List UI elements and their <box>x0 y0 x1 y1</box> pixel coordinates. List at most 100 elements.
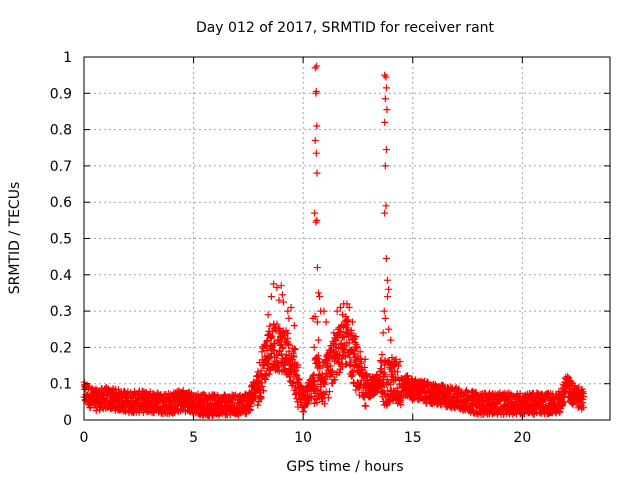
data-point-spike <box>267 293 275 301</box>
data-point <box>290 344 298 352</box>
data-point-spike <box>382 146 390 154</box>
y-tick-label: 0.4 <box>50 268 72 284</box>
data-point <box>381 371 389 379</box>
data-point <box>269 347 277 355</box>
data-point-spike <box>309 314 317 322</box>
data-point-spike <box>382 202 390 210</box>
grid-lines <box>84 57 610 420</box>
data-point <box>516 389 524 397</box>
data-point <box>327 362 335 370</box>
data-point-spike <box>381 314 389 322</box>
data-point <box>279 344 287 352</box>
data-point <box>361 363 369 371</box>
data-point-spike <box>311 64 319 72</box>
data-point-spike <box>315 336 323 344</box>
y-tick-label: 0 <box>63 413 72 429</box>
data-point <box>168 399 176 407</box>
data-point <box>285 341 293 349</box>
data-point-spike <box>380 307 388 315</box>
x-tick-label: 5 <box>189 430 198 446</box>
data-point <box>391 360 399 368</box>
data-point-spike <box>284 307 292 315</box>
data-point-spike <box>275 296 283 304</box>
data-point <box>396 358 404 366</box>
data-point <box>273 320 281 328</box>
data-point-spike <box>313 122 321 130</box>
y-tick-label: 0.7 <box>50 159 72 175</box>
data-points <box>80 62 588 419</box>
data-point <box>321 400 329 408</box>
data-point <box>319 389 327 397</box>
data-point-spike <box>387 336 395 344</box>
data-point <box>559 399 567 407</box>
y-tick-label: 0.8 <box>50 123 72 139</box>
data-point-spike <box>279 298 287 306</box>
data-point-spike <box>270 280 278 288</box>
data-point <box>271 340 279 348</box>
data-point-spike <box>382 73 390 81</box>
data-point-spike <box>378 351 386 359</box>
data-point <box>579 403 587 411</box>
data-point <box>270 339 278 347</box>
data-point-spike <box>382 84 390 92</box>
data-point <box>291 345 299 353</box>
data-point <box>281 365 289 373</box>
y-tick-label: 0.6 <box>50 195 72 211</box>
data-point <box>266 322 274 330</box>
data-point-spike <box>381 118 389 126</box>
data-point <box>321 380 329 388</box>
data-point-spike <box>343 300 351 308</box>
data-point <box>257 393 265 401</box>
data-point <box>292 367 300 375</box>
data-point <box>106 388 114 396</box>
data-point <box>564 373 572 381</box>
data-point-spike <box>384 276 392 284</box>
data-point-spike <box>342 313 350 321</box>
data-point <box>393 368 401 376</box>
data-point <box>284 329 292 337</box>
data-point <box>263 347 271 355</box>
data-point-spike <box>313 264 321 272</box>
x-tick-label: 10 <box>294 430 312 446</box>
data-point <box>377 387 385 395</box>
data-point <box>353 343 361 351</box>
data-point <box>290 366 298 374</box>
data-point <box>357 380 365 388</box>
data-point <box>395 362 403 370</box>
data-point <box>356 348 364 356</box>
data-point-spike <box>311 136 319 144</box>
data-point <box>270 346 278 354</box>
data-point-spike <box>381 162 389 170</box>
data-point <box>289 365 297 373</box>
data-point-spike <box>385 285 393 293</box>
y-axis-title: SRMTID / TECUs <box>7 182 23 295</box>
data-point-spike <box>312 218 320 226</box>
data-point-spike <box>316 293 324 301</box>
data-point-spike <box>312 87 320 95</box>
data-point <box>290 353 298 361</box>
data-point <box>341 343 349 351</box>
data-point <box>295 376 303 384</box>
y-tick-label: 0.2 <box>50 340 72 356</box>
data-point <box>260 387 268 395</box>
data-point <box>408 375 416 383</box>
data-point-spike <box>379 329 387 337</box>
data-point-spike <box>313 62 321 70</box>
data-point <box>386 381 394 389</box>
data-point <box>285 347 293 355</box>
data-point-spike <box>381 209 389 217</box>
chart-title: Day 012 of 2017, SRMTID for receiver ran… <box>196 20 495 36</box>
data-point <box>278 350 286 358</box>
y-tick-label: 0.3 <box>50 304 72 320</box>
data-point-spike <box>385 325 393 333</box>
data-point <box>344 325 352 333</box>
data-point-spike <box>333 307 341 315</box>
data-point <box>268 332 276 340</box>
data-point <box>324 394 332 402</box>
x-tick-label: 15 <box>404 430 422 446</box>
data-point <box>254 401 262 409</box>
x-tick-label: 0 <box>80 430 89 446</box>
data-point <box>325 388 333 396</box>
data-point <box>331 376 339 384</box>
